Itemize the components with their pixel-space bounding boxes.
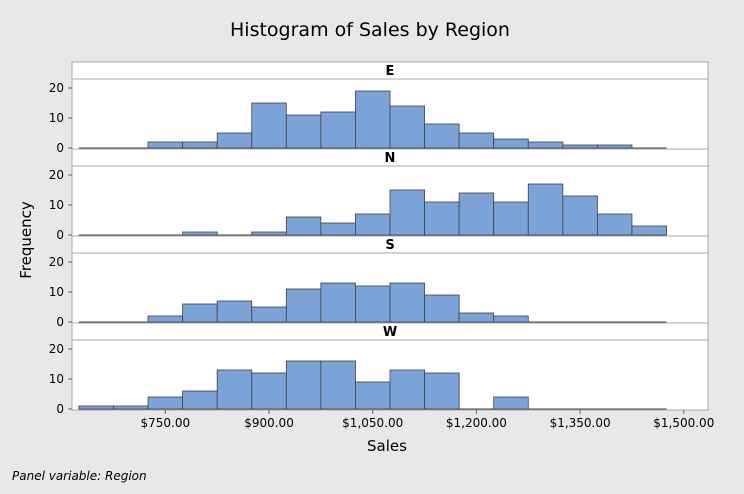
panel-strip-label: E [386,64,395,79]
histogram-bar [493,201,529,236]
x-tick-label: $1,350.00 [550,416,611,430]
histogram-bar [320,222,356,236]
histogram-bar [389,369,425,410]
histogram-bar [562,195,598,236]
y-tick-label: 10 [49,372,64,386]
x-axis-label: Sales [367,437,407,455]
histogram-bar [285,216,322,236]
histogram-bar [389,189,425,236]
histogram-bar [458,312,495,323]
histogram-bar [355,381,391,410]
x-axis: $750.00 $900.00 $1,050.00 $1,200.00 $1,350.0… [141,410,714,430]
x-tick-label: $1,200.00 [446,416,507,430]
x-tick-label: $900.00 [244,416,294,430]
y-tick-label: 0 [56,228,64,242]
chart-title: Histogram of Sales by Region [230,19,510,41]
histogram-bar [285,114,322,149]
y-tick-label: 20 [49,255,64,269]
histogram-bar [147,396,184,410]
panel-strip-label: W [383,325,397,340]
histogram-bar [216,369,253,410]
histogram-bar [389,105,425,149]
histogram-bar [562,144,598,149]
panel-e: E 0 10 20 [49,61,709,155]
panel-variable-footnote: Panel variable: Region [12,469,147,483]
histogram-bar [285,360,322,410]
panel-s: S 0 10 20 [49,235,709,329]
histogram-bar [320,360,356,410]
histogram-bar [493,396,529,410]
histogram-bar [493,315,529,323]
histogram-bar [424,294,460,323]
panel-strip-label: N [385,151,396,166]
y-tick-label: 20 [49,168,64,182]
panel-n: N 0 10 20 [49,148,709,242]
x-tick-label: $1,500.00 [653,416,714,430]
panels-group: E 0 10 20 N 0 10 20 S 0 10 20 W 0 10 20 [49,61,709,416]
y-tick-label: 0 [56,315,64,329]
histogram-bar [527,141,564,149]
panel-w: W 0 10 20 [49,322,709,416]
x-tick-label: $1,050.00 [342,416,403,430]
x-tick-label: $750.00 [141,416,191,430]
histogram-bar [251,372,287,410]
y-tick-label: 20 [49,81,64,95]
panel-strip-label: S [385,238,394,253]
histogram-bar [147,315,184,323]
histogram-bar [424,201,460,236]
histogram-bar [320,282,356,323]
histogram-bar [251,102,287,149]
histogram-bar [424,372,460,410]
histogram-bar [216,300,253,323]
histogram-bar [147,141,184,149]
histogram-bar [458,132,495,149]
histogram-bar [320,111,356,149]
y-axis-label: Frequency [17,201,35,279]
histogram-bar [251,306,287,323]
histogram-bar [251,231,287,236]
histogram-bar [182,141,218,149]
histogram-bar [78,405,114,410]
y-tick-label: 20 [49,342,64,356]
histogram-bar [424,123,460,149]
histogram-bar [389,282,425,323]
histogram-bar [355,285,391,323]
histogram-bar [355,213,391,236]
histogram-bar [527,183,564,236]
histogram-bar [631,225,667,236]
histogram-bar [355,90,391,149]
histogram-bar [216,132,253,149]
histogram-bar [493,138,529,149]
histogram-bar [182,231,218,236]
histogram-bar [182,303,218,323]
y-tick-label: 0 [56,141,64,155]
y-tick-label: 10 [49,285,64,299]
y-tick-label: 0 [56,402,64,416]
histogram-bar [285,288,322,323]
histogram-bar [596,213,633,236]
y-tick-label: 10 [49,111,64,125]
histogram-bar [182,390,218,410]
histogram-bar [113,405,149,410]
histogram-bar [458,192,495,236]
y-tick-label: 10 [49,198,64,212]
histogram-bar [596,144,633,149]
